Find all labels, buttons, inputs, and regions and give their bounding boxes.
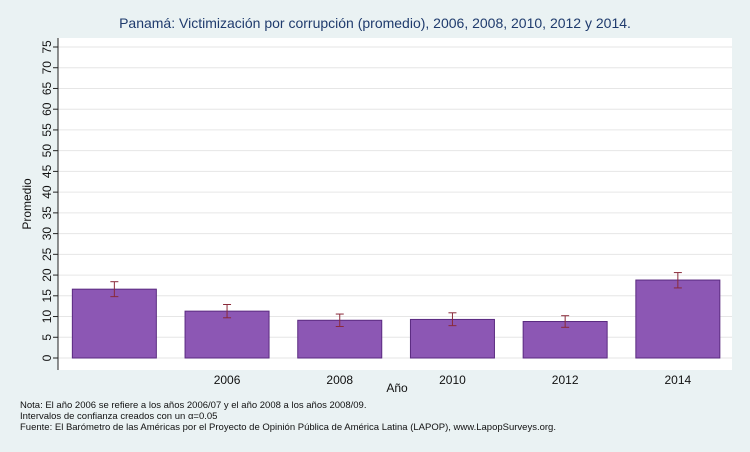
y-tick-label: 30	[40, 227, 54, 241]
y-tick-label: 75	[40, 40, 54, 54]
y-tick-label: 50	[40, 144, 54, 158]
y-axis-label: Promedio	[20, 178, 34, 230]
y-tick-label: 15	[40, 289, 54, 303]
y-tick-label: 10	[40, 310, 54, 324]
y-axis: 0 5 10 15 20 25 30 35 40 45 50 55 60 65 70 75	[40, 38, 59, 370]
bar-2006	[184, 310, 270, 359]
y-tick-label: 20	[40, 268, 54, 282]
y-tick-label: 35	[40, 206, 54, 220]
y-tick-label: 25	[40, 247, 54, 261]
y-tick-label: 45	[40, 164, 54, 178]
footnote-confidence: Intervalos de confianza creados con un α…	[20, 411, 218, 422]
y-tick-label: 55	[40, 123, 54, 137]
x-tick-label: 2014	[664, 373, 691, 387]
chart-title: Panamá: Victimización por corrupción (pr…	[119, 15, 631, 31]
gridlines	[58, 46, 732, 359]
y-tick-label: 65	[40, 81, 54, 95]
error-bars	[110, 272, 682, 328]
x-tick-label: 2010	[439, 373, 466, 387]
y-tick-label: 60	[40, 102, 54, 116]
x-tick-label: 2008	[326, 373, 353, 387]
x-axis-label: Año	[386, 381, 408, 395]
plot-area	[58, 38, 732, 370]
footnote-source: Fuente: El Barómetro de las Américas por…	[20, 422, 556, 433]
x-tick-label: 2012	[552, 373, 579, 387]
bar-first	[71, 288, 157, 359]
footnotes: Nota: El año 2006 se refiere a los años …	[20, 400, 556, 433]
x-axis: 2006 2008 2010 2012 2014	[214, 373, 692, 387]
y-tick-label: 70	[40, 61, 54, 75]
footnote-year: Nota: El año 2006 se refiere a los años …	[20, 400, 367, 411]
y-tick-label: 5	[40, 334, 54, 341]
bar-2014	[635, 279, 721, 359]
y-tick-label: 40	[40, 185, 54, 199]
bars	[71, 279, 721, 359]
y-tick-label: 0	[40, 354, 54, 361]
x-tick-label: 2006	[214, 373, 241, 387]
